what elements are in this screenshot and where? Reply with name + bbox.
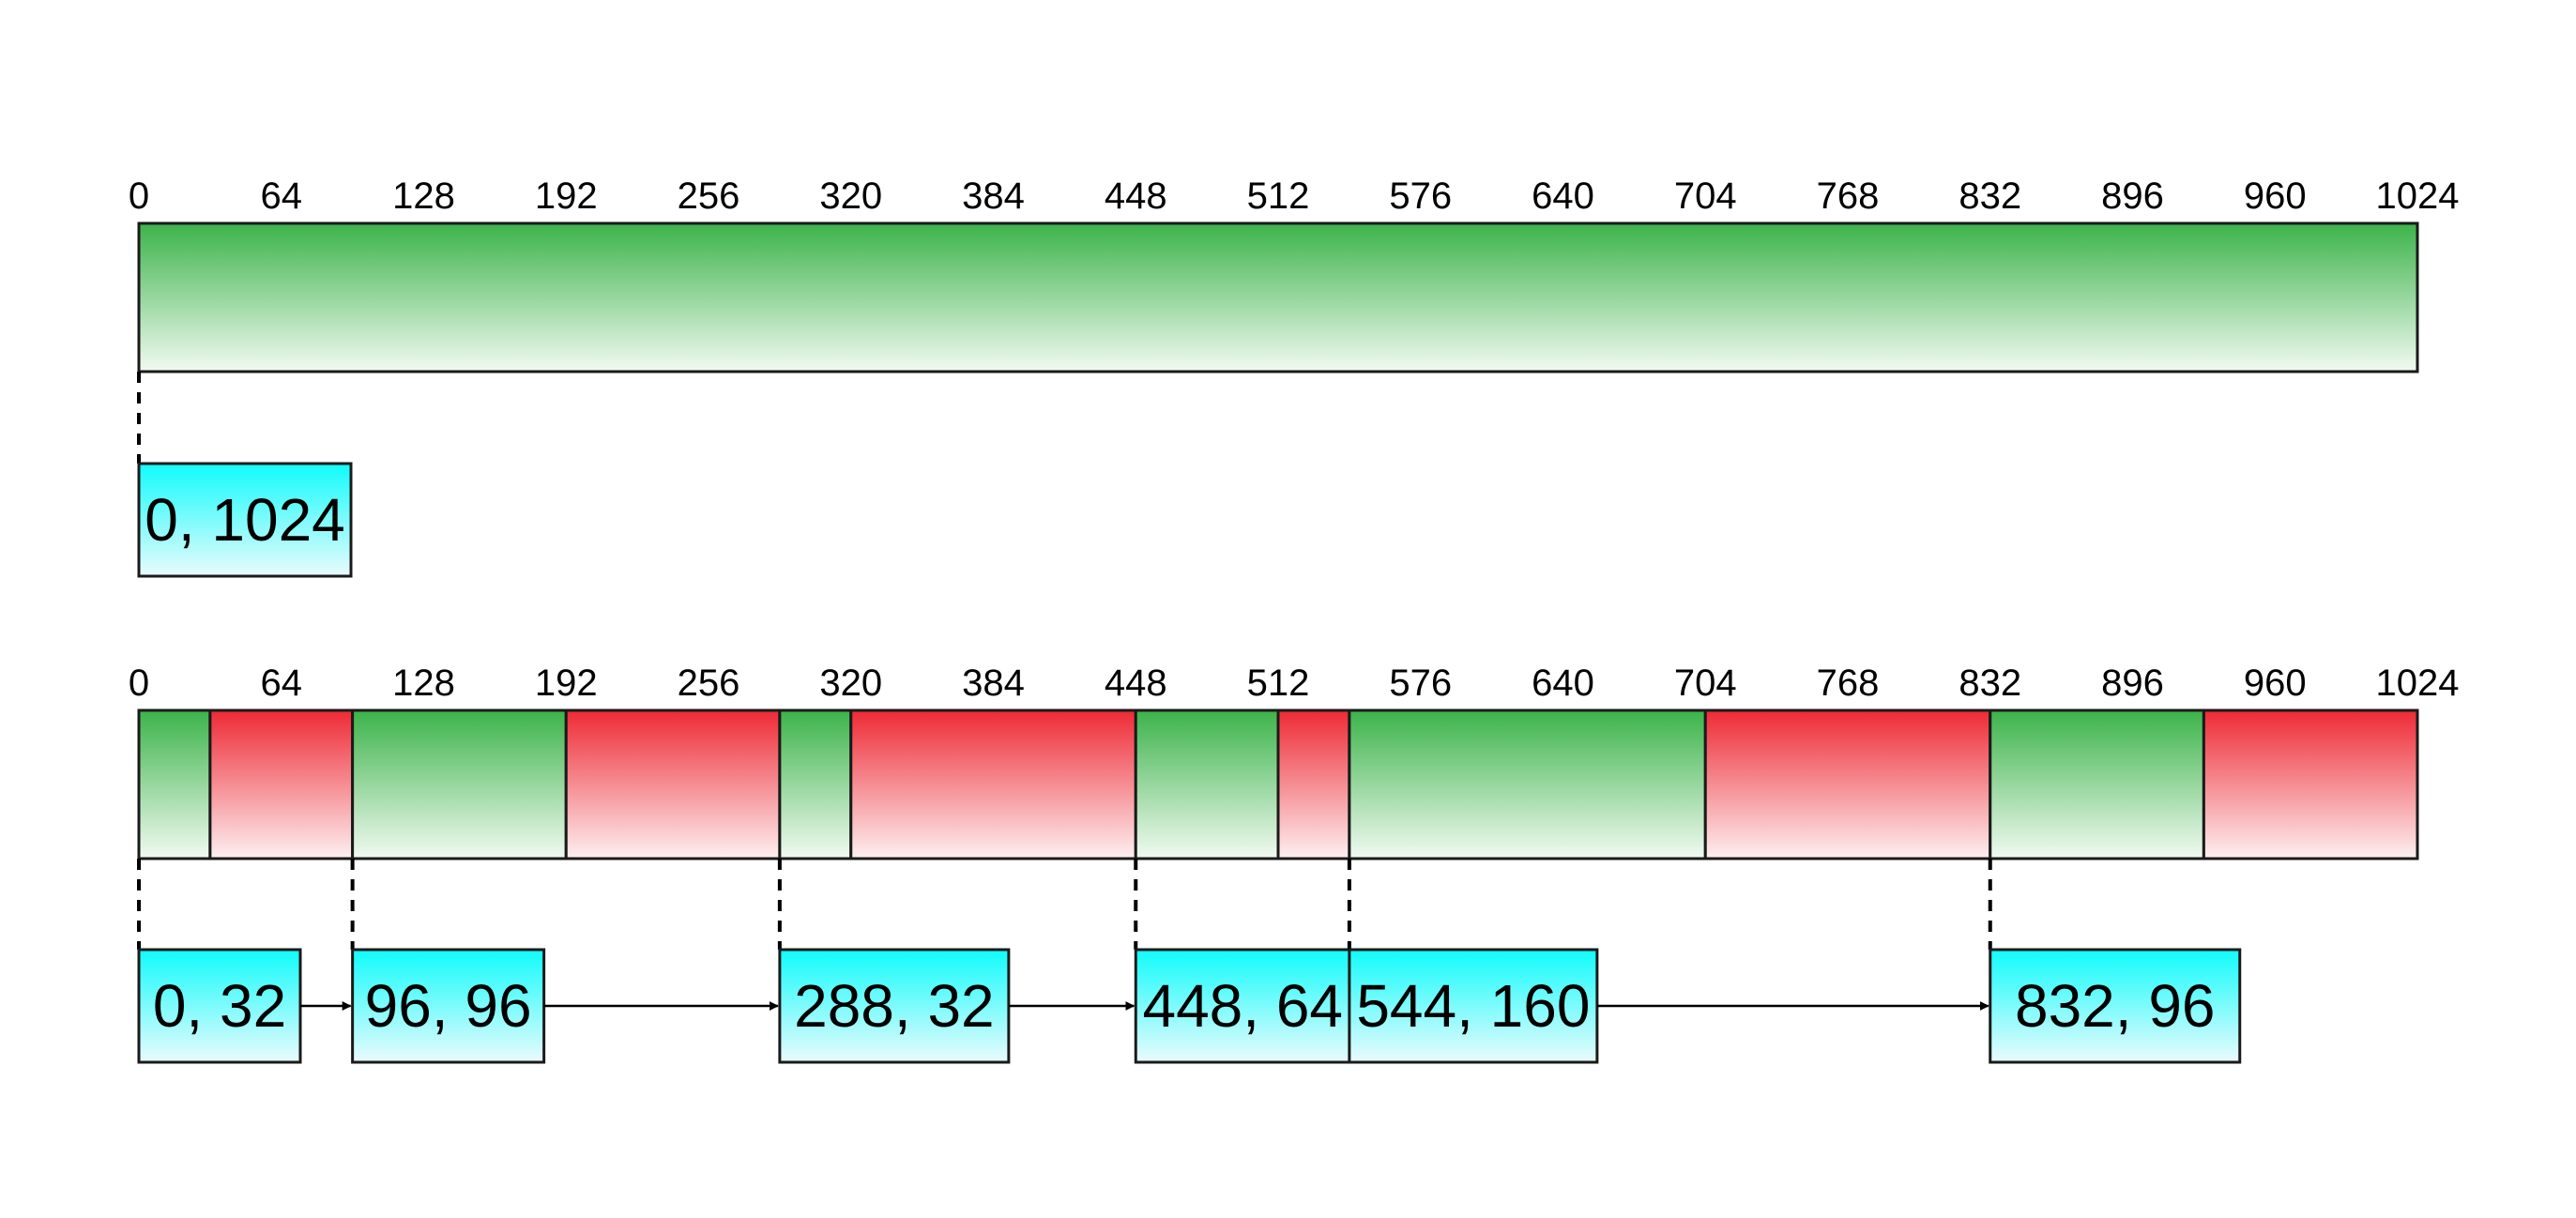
free-segment: [351, 708, 568, 860]
free-segment: [137, 708, 212, 860]
tick-label: 832: [1959, 662, 2021, 704]
free-list-node: [137, 462, 353, 578]
tick-label: 704: [1674, 662, 1737, 704]
free-segment: [1134, 708, 1280, 860]
used-segment: [849, 708, 1137, 860]
tick-label: 384: [962, 175, 1025, 217]
tick-label: 320: [819, 662, 882, 704]
free-list-node-label: 448, 64: [1142, 972, 1343, 1040]
used-segment: [208, 708, 355, 860]
tick-label: 1024: [2376, 175, 2460, 217]
free-list-node-label: 288, 32: [794, 972, 995, 1040]
tick-label: 64: [261, 175, 303, 217]
tick-label: 512: [1247, 175, 1310, 217]
tick-label: 640: [1532, 662, 1594, 704]
tick-label: 448: [1105, 662, 1167, 704]
tick-label: 384: [962, 662, 1025, 704]
tick-label: 64: [261, 662, 303, 704]
free-segment: [778, 708, 853, 860]
free-list-node-label: 96, 96: [365, 972, 532, 1040]
free-list-node: [1134, 948, 1351, 1064]
free-list-node-label: 832, 96: [2015, 972, 2216, 1040]
free-segment: [1348, 708, 1707, 860]
free-segment: [1989, 708, 2205, 860]
tick-label: 576: [1389, 662, 1452, 704]
tick-label: 768: [1817, 662, 1880, 704]
memory-map-initial: 0 64 128 192 256 320 384 448 512 576 640 704 768 832 8…: [129, 175, 2460, 578]
tick-label: 0: [129, 662, 149, 704]
tick-label: 128: [392, 175, 455, 217]
tick-label: 704: [1674, 175, 1737, 217]
used-segment: [2202, 708, 2419, 860]
tick-label: 128: [392, 662, 455, 704]
free-segment: [137, 221, 2419, 373]
free-list-node: [1348, 948, 1599, 1064]
used-segment: [564, 708, 782, 860]
free-list-node-label: 0, 32: [153, 972, 286, 1040]
free-list-node: [1989, 948, 2242, 1064]
free-list-node: [778, 948, 1011, 1064]
tick-label: 320: [819, 175, 882, 217]
tick-label: 896: [2101, 175, 2164, 217]
tick-label: 256: [678, 662, 740, 704]
used-segment: [1703, 708, 1992, 860]
tick-label: 192: [535, 175, 598, 217]
tick-label: 448: [1105, 175, 1167, 217]
tick-label: 192: [535, 662, 598, 704]
free-list-node: [137, 948, 302, 1064]
free-list-node-label: 0, 1024: [145, 486, 345, 554]
tick-label: 256: [678, 175, 740, 217]
used-segment: [1276, 708, 1351, 860]
tick-label: 640: [1532, 175, 1594, 217]
tick-label: 960: [2244, 175, 2307, 217]
tick-label: 832: [1959, 175, 2021, 217]
tick-label: 576: [1389, 175, 1452, 217]
tick-label: 1024: [2376, 662, 2460, 704]
tick-label: 960: [2244, 662, 2307, 704]
tick-label: 896: [2101, 662, 2164, 704]
memory-map-fragmented: 0 64 128 192 256 320 384 448 512 576 640 704 768 832 8…: [129, 662, 2460, 1064]
tick-label: 0: [129, 175, 149, 217]
free-list-node: [351, 948, 546, 1064]
tick-label: 768: [1817, 175, 1880, 217]
tick-label: 512: [1247, 662, 1310, 704]
free-list-node-label: 544, 160: [1356, 972, 1590, 1040]
